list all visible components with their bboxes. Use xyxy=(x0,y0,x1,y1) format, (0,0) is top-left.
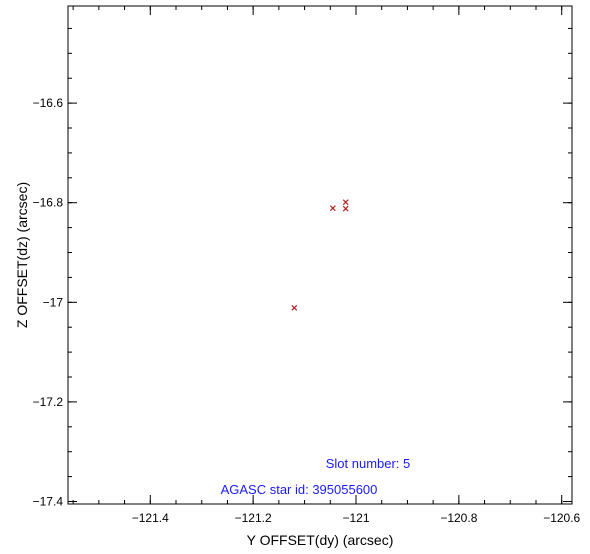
x-axis-label: Y OFFSET(dy) (arcsec) xyxy=(247,532,394,548)
x-tick-label: −121.2 xyxy=(235,511,272,525)
x-tick-label: −120.8 xyxy=(440,511,477,525)
y-tick-label: −17 xyxy=(43,295,64,309)
x-tick-label: −121 xyxy=(342,511,369,525)
slot-number-annotation: Slot number: 5 xyxy=(326,456,411,471)
x-tick-label: −121.4 xyxy=(132,511,169,525)
y-axis-label: Z OFFSET(dz) (arcsec) xyxy=(14,182,30,328)
data-point xyxy=(291,304,298,311)
data-point xyxy=(342,199,349,206)
y-tick-label: −17.2 xyxy=(33,395,64,409)
axis-ticks xyxy=(68,6,572,504)
data-point xyxy=(329,205,336,212)
y-tick-label: −17.4 xyxy=(33,495,64,509)
data-point xyxy=(342,205,349,212)
y-tick-label: −16.8 xyxy=(33,196,64,210)
tick-labels: −121.4 −121.2 −121 −120.8 −120.6 −16.6 −16.8 −1… xyxy=(33,96,581,525)
y-tick-label: −16.6 xyxy=(33,96,64,110)
agasc-star-id-annotation: AGASC star id: 395055600 xyxy=(221,482,378,497)
plot-frame xyxy=(67,5,573,505)
data-points xyxy=(291,199,349,311)
x-tick-label: −120.6 xyxy=(543,511,580,525)
